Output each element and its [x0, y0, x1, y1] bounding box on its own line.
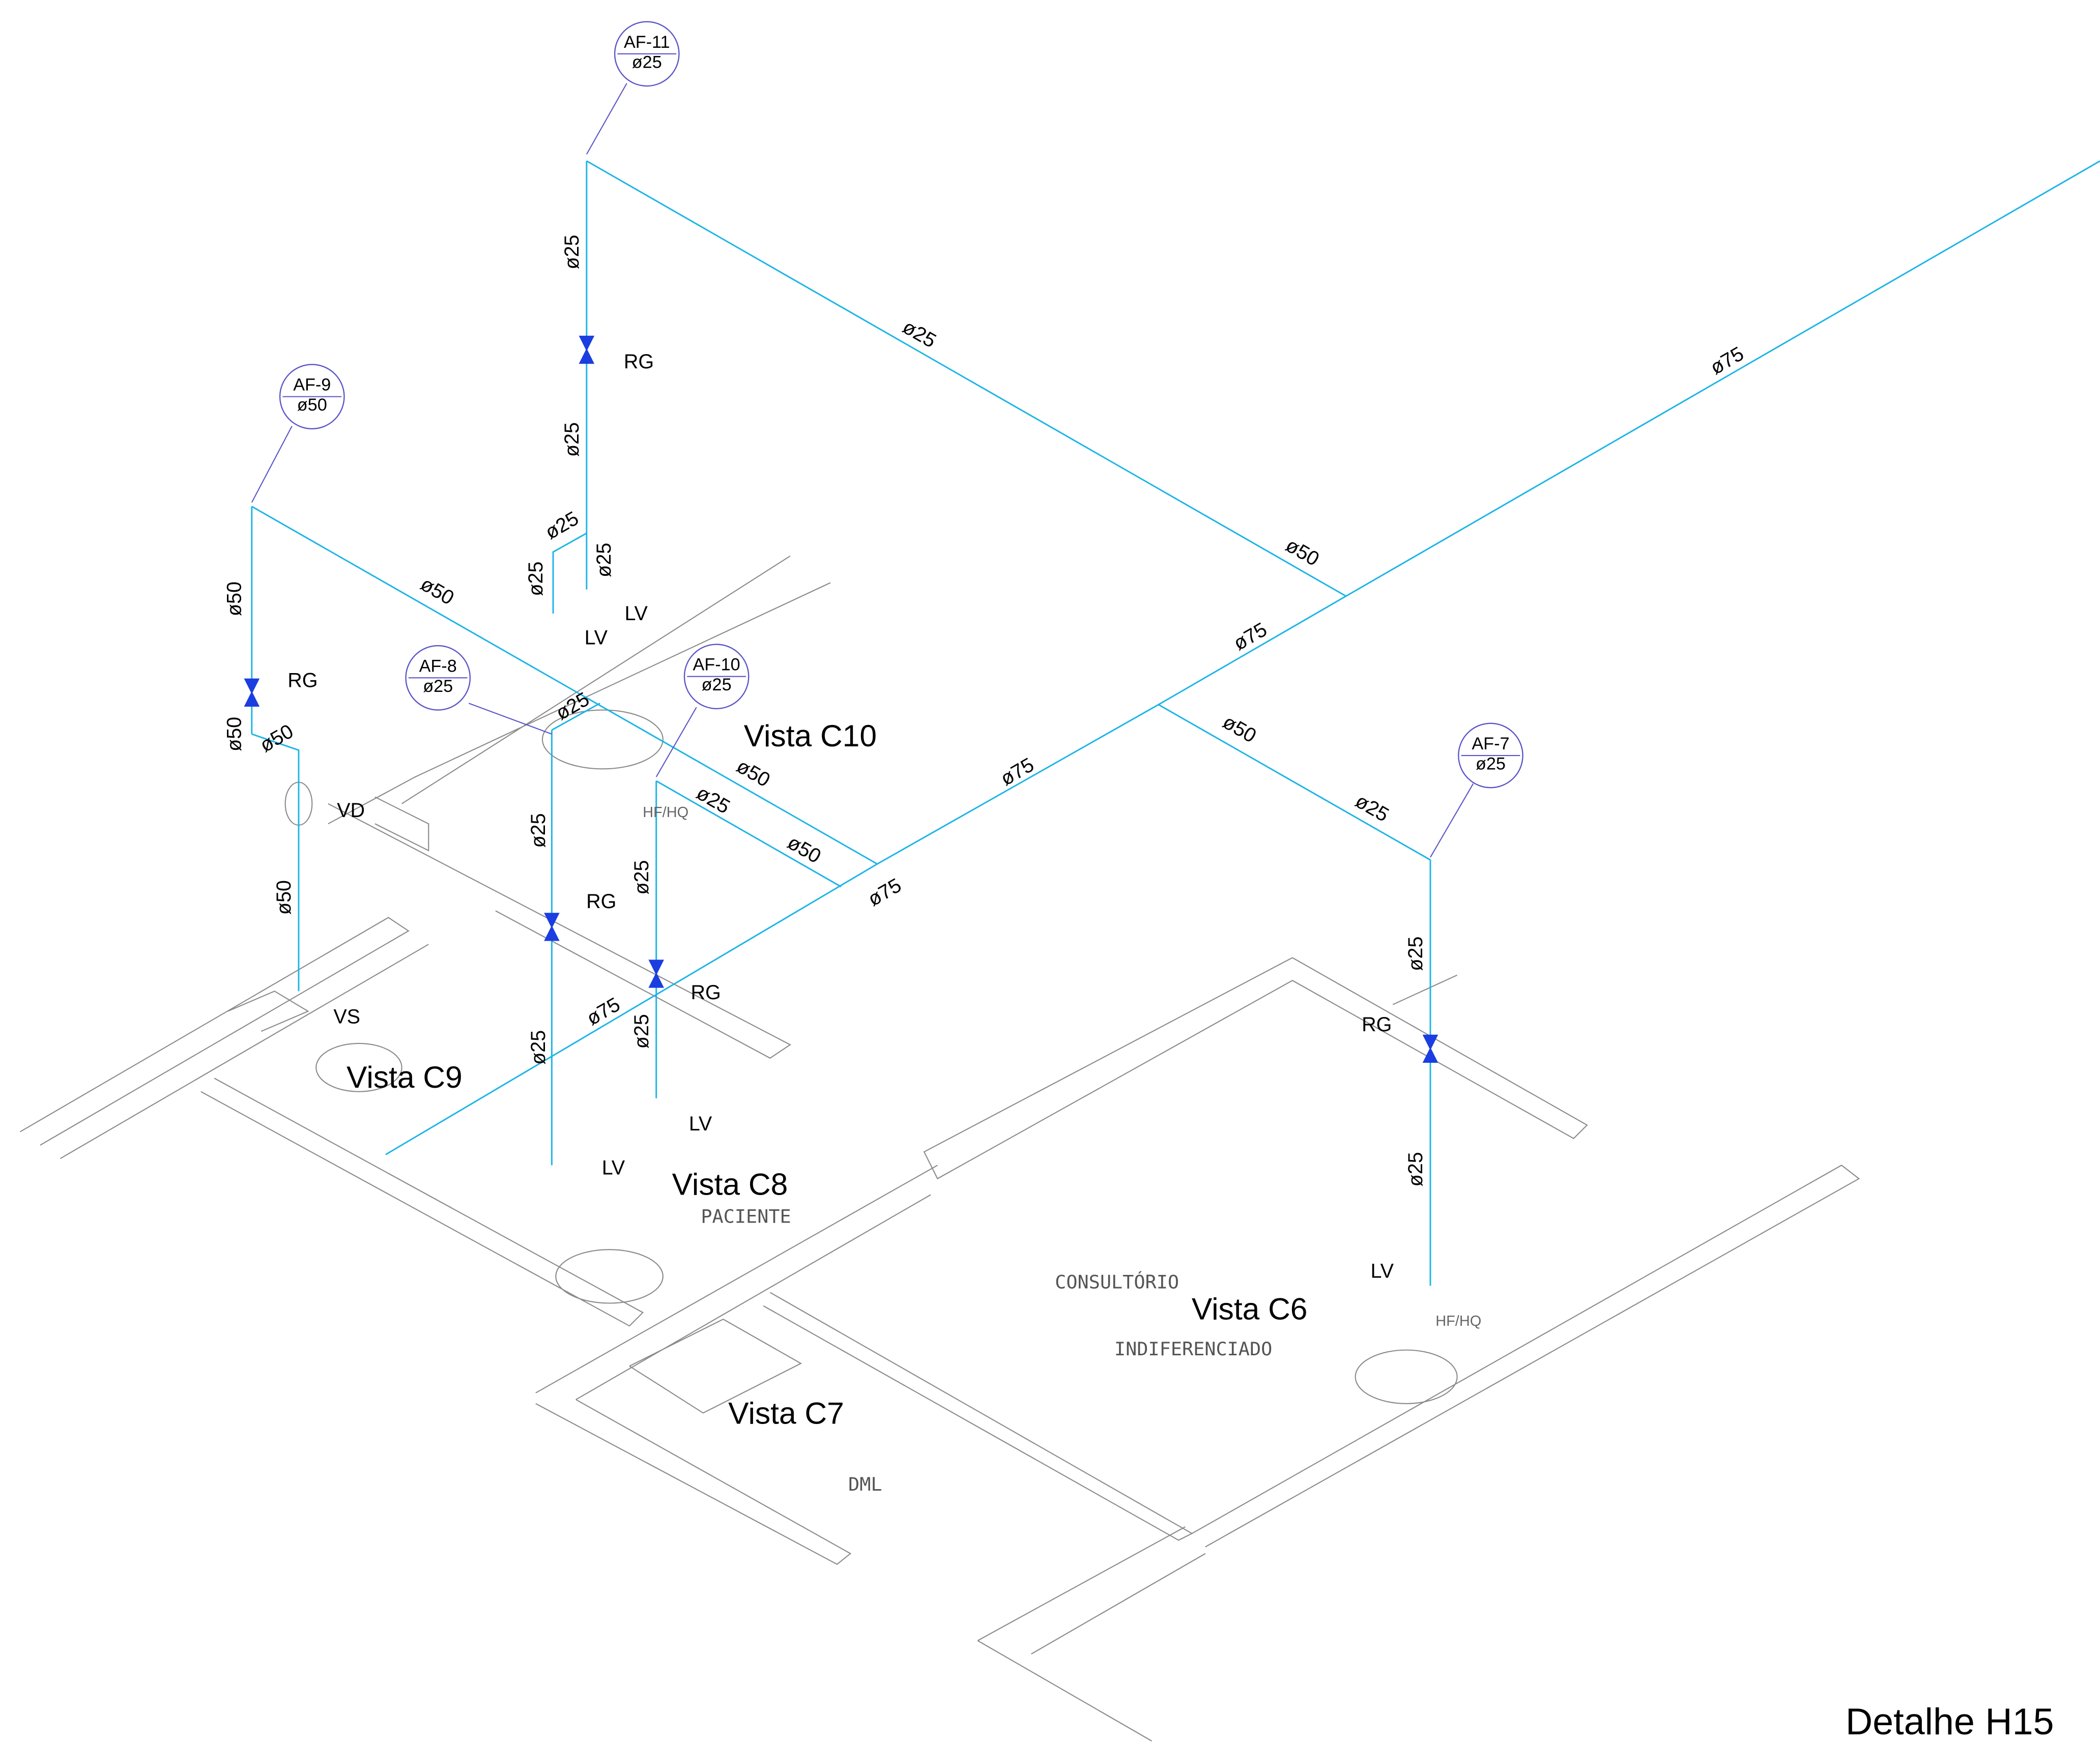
fixture-label: RG	[1362, 1013, 1392, 1036]
fixture-label: VD	[337, 799, 365, 822]
pipe-label: ø75	[583, 993, 624, 1030]
valve	[544, 913, 560, 941]
pipe-label: ø50	[733, 755, 774, 792]
pipe-label: ø25	[561, 235, 583, 269]
valve	[244, 678, 260, 707]
fixture-label: LV	[585, 626, 608, 649]
fixture-label: VS	[333, 1005, 360, 1028]
pipe-label: ø50	[273, 880, 295, 915]
tag-diameter: ø50	[297, 395, 327, 415]
pipe-label: ø50	[223, 717, 246, 751]
pipe-label: ø75	[1707, 342, 1748, 379]
tag-diameter: ø25	[1476, 754, 1506, 773]
fixture-label: RG	[586, 890, 616, 913]
fixture-label: LV	[625, 602, 648, 625]
view-label: Vista C8	[672, 1167, 788, 1202]
view-label: Vista C7	[728, 1396, 844, 1431]
tag-id: AF-7	[1472, 734, 1509, 753]
pipe-label: ø75	[997, 753, 1038, 790]
pipe-label: ø75	[1230, 618, 1271, 655]
detail-title: Detalhe H15	[1846, 1700, 2054, 1742]
pipe-label: ø25	[899, 315, 940, 352]
tag-id: AF-11	[624, 33, 670, 52]
pipe-label: ø25	[693, 781, 734, 818]
pipe-label: ø25	[630, 1014, 653, 1049]
fixture-label: LV	[689, 1113, 712, 1135]
view-label: Vista C10	[744, 718, 877, 753]
fixture-label: LV	[1371, 1260, 1394, 1282]
view-label: Vista C9	[347, 1060, 463, 1094]
room-label: DML	[848, 1473, 882, 1495]
valve	[579, 335, 595, 364]
pipe-label: ø25	[561, 422, 583, 457]
pipe-label: ø50	[1282, 534, 1323, 570]
pipe-label: ø25	[527, 1030, 550, 1065]
tag-id: AF-8	[419, 656, 457, 676]
pipe-label: ø25	[1351, 790, 1393, 826]
pipe-label: ø50	[784, 831, 825, 868]
tag-diameter: ø25	[632, 52, 662, 72]
architecture	[19, 555, 1860, 1742]
pipe-label: ø25	[593, 543, 615, 577]
pipe-label: ø25	[1404, 937, 1427, 971]
room-label: PACIENTE	[701, 1206, 791, 1228]
view-label: Vista C6	[1192, 1291, 1308, 1326]
tag-id: AF-9	[293, 375, 331, 395]
tag-diameter: ø25	[702, 675, 732, 694]
fixture-label: HF/HQ	[643, 804, 688, 821]
valve	[648, 960, 664, 988]
pipe-label: ø25	[630, 860, 653, 895]
pipe-label: ø25	[527, 813, 550, 848]
valve	[1422, 1034, 1439, 1063]
pipe-label: ø25	[1404, 1152, 1427, 1186]
pipes	[251, 83, 2100, 1286]
tag-id: AF-10	[693, 655, 740, 675]
fixture-label: HF/HQ	[1435, 1313, 1481, 1329]
pipe-label: ø50	[256, 720, 297, 757]
pipe-label: ø25	[525, 562, 547, 596]
pipe-label: ø50	[1219, 711, 1260, 747]
fixture-label: RG	[287, 670, 318, 692]
pipe-label: ø75	[864, 874, 905, 911]
fixture-label: LV	[602, 1157, 625, 1179]
room-label: INDIFERENCIADO	[1114, 1338, 1272, 1360]
room-label: CONSULTÓRIO	[1055, 1271, 1179, 1293]
pipe-label: ø50	[223, 582, 246, 616]
fixture-label: RG	[691, 981, 721, 1004]
fixture-label: RG	[624, 351, 654, 373]
tag-diameter: ø25	[423, 677, 453, 696]
